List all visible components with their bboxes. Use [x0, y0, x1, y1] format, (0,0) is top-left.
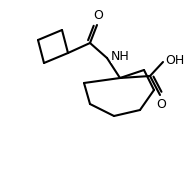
Text: NH: NH [111, 49, 130, 62]
Text: O: O [93, 9, 103, 22]
Text: O: O [156, 98, 166, 111]
Text: OH: OH [165, 54, 184, 67]
